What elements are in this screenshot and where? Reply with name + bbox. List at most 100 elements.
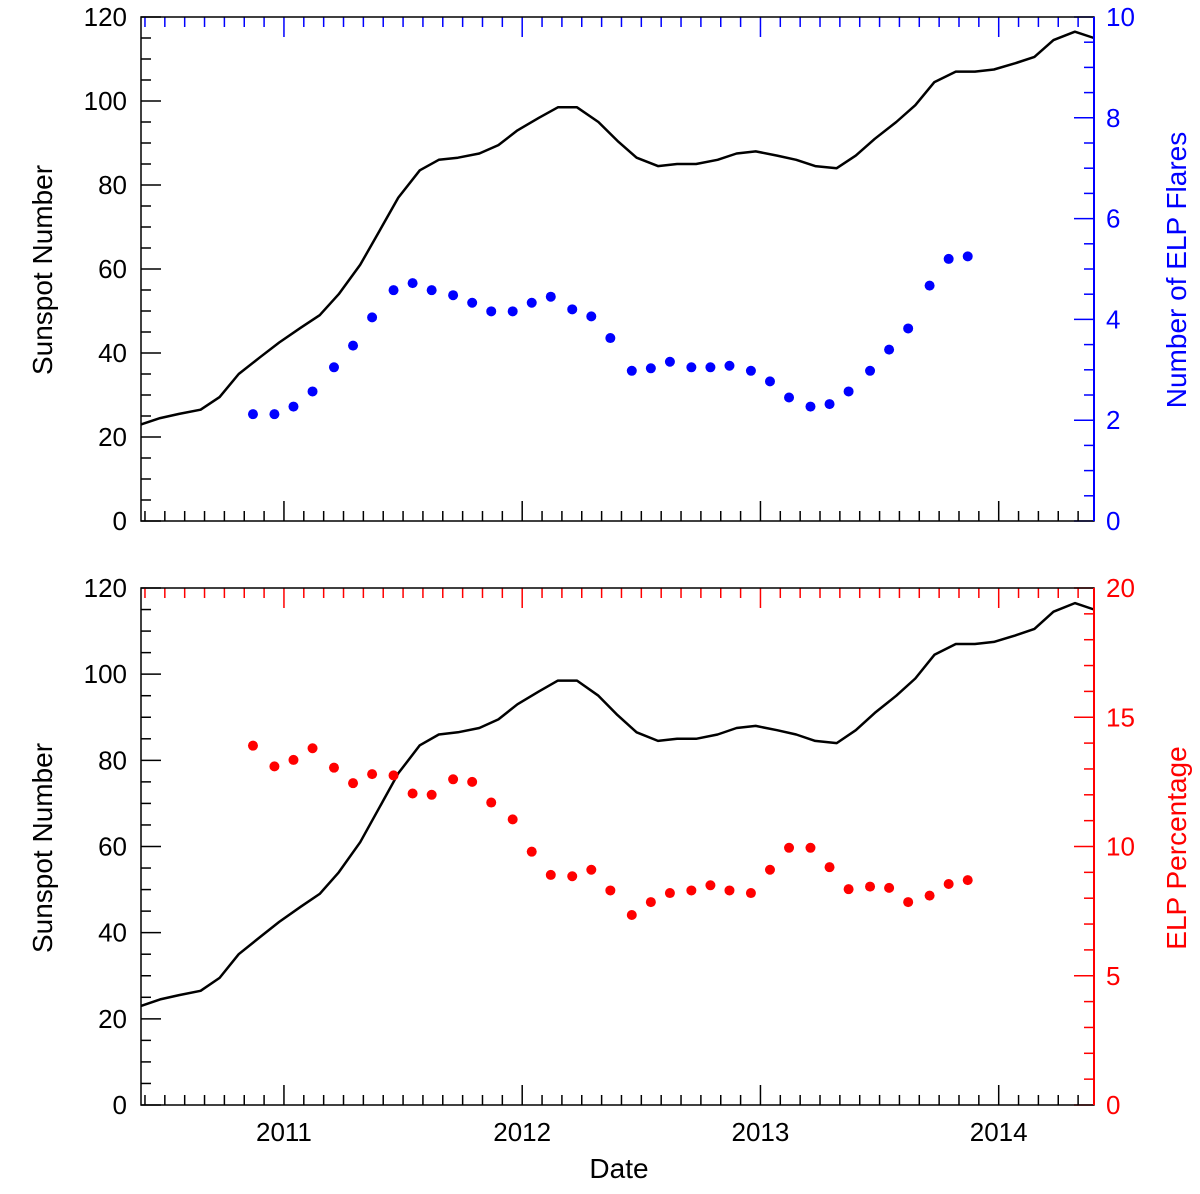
data-point — [407, 788, 418, 799]
left-tick-label: 100 — [84, 86, 127, 116]
data-point — [943, 878, 954, 889]
top-sunspot-line — [140, 30, 1095, 426]
data-point — [626, 910, 637, 921]
data-point — [486, 797, 497, 808]
data-point — [486, 306, 497, 317]
bottom-right-axis-title: ELP Percentage — [1161, 746, 1192, 949]
sunspot-line — [140, 601, 1095, 1008]
data-point — [745, 888, 756, 899]
data-point — [307, 386, 318, 397]
data-point — [526, 297, 537, 308]
data-point — [884, 882, 895, 893]
bottom-ticks — [141, 587, 1094, 1106]
data-point — [843, 386, 854, 397]
x-tick-label: 2013 — [732, 1117, 790, 1147]
data-point — [645, 363, 656, 374]
data-point — [924, 280, 935, 291]
data-point — [247, 409, 258, 420]
data-point — [724, 885, 735, 896]
data-point — [605, 333, 616, 344]
top-panel: 0 20 40 60 80 100 120 0 2 4 6 8 10 Sunspot Number N… — [27, 2, 1192, 536]
x-tick-label: 2012 — [493, 1117, 551, 1147]
bottom-left-tick-labels: 0 20 40 60 80 100 120 — [84, 573, 127, 1120]
x-tick-label: 2011 — [256, 1117, 312, 1147]
top-left-tick-labels: 0 20 40 60 80 100 120 — [84, 2, 127, 536]
data-point — [348, 778, 359, 789]
sunspot-line — [140, 30, 1095, 426]
data-point — [407, 278, 418, 289]
data-point — [686, 362, 697, 373]
data-point — [843, 884, 854, 895]
right-tick-label: 10 — [1106, 832, 1135, 862]
data-point — [865, 365, 876, 376]
bottom-x-axis-title: Date — [589, 1153, 648, 1184]
data-point — [805, 401, 816, 412]
left-tick-label: 40 — [98, 918, 127, 948]
left-tick-label: 100 — [84, 659, 127, 689]
data-point — [328, 362, 339, 373]
data-point — [269, 409, 280, 420]
top-elp-flare-points — [247, 251, 973, 420]
data-point — [426, 789, 437, 800]
data-point — [764, 376, 775, 387]
data-point — [288, 754, 299, 765]
top-ticks — [141, 16, 1094, 522]
right-tick-label: 0 — [1106, 1090, 1120, 1120]
data-point — [626, 365, 637, 376]
data-point — [247, 740, 258, 751]
data-point — [388, 285, 399, 296]
left-tick-label: 60 — [98, 254, 127, 284]
data-point — [328, 762, 339, 773]
right-tick-label: 20 — [1106, 573, 1135, 603]
bottom-elp-percentage-points — [247, 740, 973, 921]
left-tick-label: 120 — [84, 2, 127, 32]
data-point — [705, 880, 716, 891]
top-right-axis-title: Number of ELP Flares — [1161, 132, 1192, 409]
data-point — [764, 864, 775, 875]
x-tick-label: 2014 — [970, 1117, 1028, 1147]
left-tick-label: 80 — [98, 170, 127, 200]
data-point — [962, 251, 973, 262]
data-point — [962, 875, 973, 886]
data-point — [805, 842, 816, 853]
data-point — [924, 890, 935, 901]
data-point — [903, 897, 914, 908]
data-point — [705, 362, 716, 373]
data-point — [448, 774, 459, 785]
data-point — [567, 871, 578, 882]
left-tick-label: 120 — [84, 573, 127, 603]
data-point — [586, 864, 597, 875]
right-tick-label: 8 — [1106, 103, 1120, 133]
data-point — [269, 761, 280, 772]
left-tick-label: 0 — [113, 1090, 127, 1120]
bottom-sunspot-line — [140, 601, 1095, 1008]
data-point — [467, 776, 478, 787]
data-point — [388, 770, 399, 781]
data-point — [745, 365, 756, 376]
data-point — [586, 311, 597, 322]
left-tick-label: 80 — [98, 745, 127, 775]
right-tick-label: 2 — [1106, 405, 1120, 435]
left-tick-label: 40 — [98, 338, 127, 368]
left-tick-label: 20 — [98, 1004, 127, 1034]
top-left-axis-title: Sunspot Number — [27, 165, 58, 375]
data-point — [605, 885, 616, 896]
data-point — [664, 356, 675, 367]
right-tick-label: 4 — [1106, 304, 1120, 334]
data-point — [545, 291, 556, 302]
bottom-x-tick-labels: 2011 2012 2013 2014 — [256, 1117, 1028, 1147]
data-point — [367, 769, 378, 780]
data-point — [903, 323, 914, 334]
data-point — [288, 401, 299, 412]
data-point — [426, 285, 437, 296]
left-tick-label: 0 — [113, 506, 127, 536]
data-point — [367, 312, 378, 323]
data-point — [664, 888, 675, 899]
data-point — [448, 290, 459, 301]
data-point — [884, 344, 895, 355]
right-tick-label: 5 — [1106, 961, 1120, 991]
bottom-right-tick-labels: 0 5 10 15 20 — [1106, 573, 1135, 1120]
right-tick-label: 10 — [1106, 2, 1135, 32]
